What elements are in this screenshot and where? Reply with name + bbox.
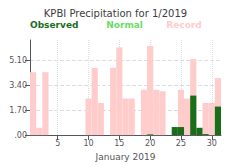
svg-text:25: 25 [176, 139, 186, 148]
svg-text:10: 10 [83, 139, 93, 148]
svg-text:20: 20 [145, 139, 155, 148]
svg-text:30: 30 [207, 139, 217, 148]
svg-text:.00: .00 [14, 131, 27, 140]
svg-text:5.10: 5.10 [9, 56, 27, 65]
svg-text:Observed: Observed [30, 20, 78, 30]
svg-text:January 2019: January 2019 [95, 152, 156, 162]
svg-text:3.40: 3.40 [9, 81, 27, 90]
svg-text:Normal: Normal [106, 20, 143, 30]
svg-text:15: 15 [114, 139, 124, 148]
svg-text:5: 5 [55, 139, 60, 148]
svg-text:KPBI Precipitation for 1/2019: KPBI Precipitation for 1/2019 [44, 8, 187, 19]
svg-text:1.70: 1.70 [9, 106, 27, 115]
svg-text:Record: Record [166, 20, 201, 30]
